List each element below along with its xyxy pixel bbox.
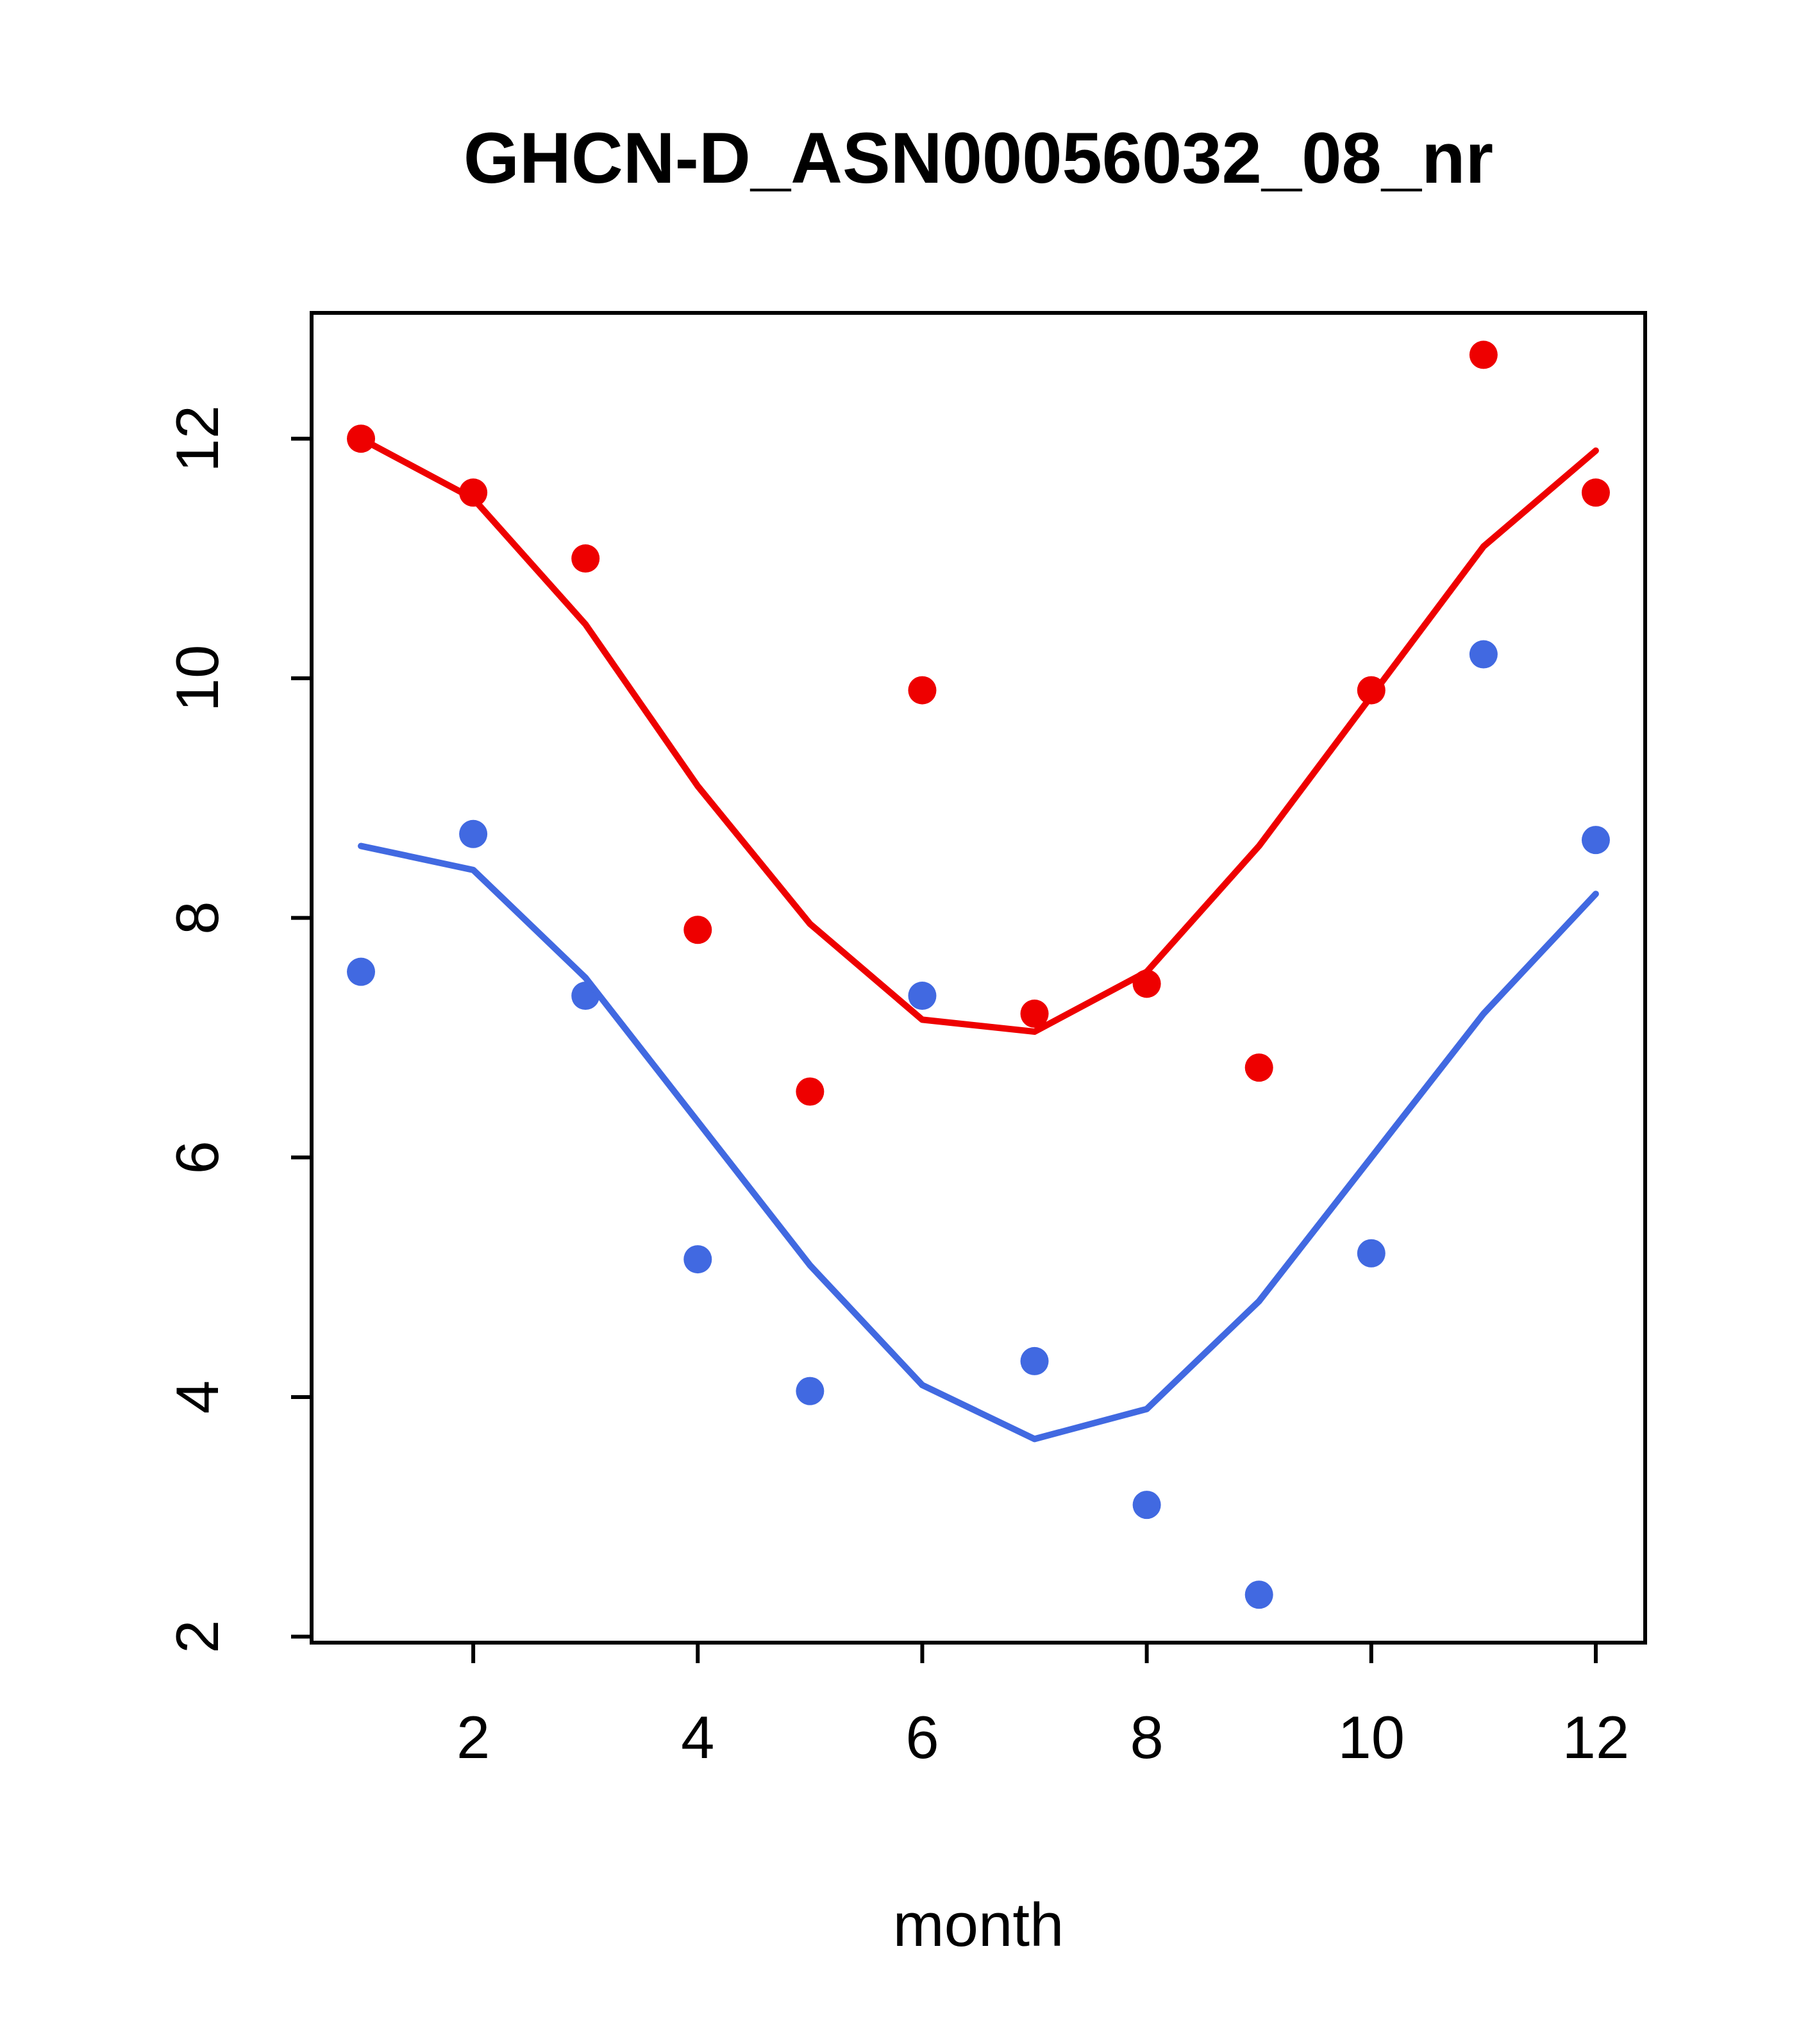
blue-points-marker bbox=[459, 819, 488, 848]
y-tick-label: 2 bbox=[163, 1620, 231, 1654]
x-tick-label: 10 bbox=[1338, 1704, 1405, 1771]
plot-geometry: 2 4 6 8 10 12 2 4 6 8 10 12 bbox=[163, 311, 1647, 1771]
blue-points-marker bbox=[1357, 1239, 1386, 1268]
blue-points-marker bbox=[347, 957, 376, 986]
blue-points-marker bbox=[908, 982, 937, 1010]
blue-points-marker bbox=[1581, 826, 1610, 855]
y-tick-label: 8 bbox=[163, 901, 231, 934]
blue-points-marker bbox=[683, 1245, 712, 1274]
blue-points-marker bbox=[1132, 1491, 1161, 1520]
x-tick-label: 6 bbox=[905, 1704, 939, 1771]
red-points-marker bbox=[908, 676, 937, 705]
y-tick-label: 10 bbox=[163, 645, 231, 712]
red-points-marker bbox=[1244, 1053, 1273, 1082]
red-points-marker bbox=[683, 916, 712, 944]
red-points-marker bbox=[1581, 478, 1610, 507]
y-tick-label: 6 bbox=[163, 1141, 231, 1174]
red-points-marker bbox=[1020, 1000, 1049, 1028]
x-tick-label: 4 bbox=[681, 1704, 714, 1771]
x-tick-label: 8 bbox=[1130, 1704, 1163, 1771]
red-points-marker bbox=[459, 478, 488, 507]
plot-box bbox=[310, 311, 1647, 1645]
x-tick-label: 12 bbox=[1562, 1704, 1630, 1771]
red-points-marker bbox=[796, 1077, 825, 1106]
red-points-marker bbox=[1469, 340, 1498, 369]
chart-title: GHCN-D_ASN00056032_08_nr bbox=[464, 118, 1493, 198]
red-points-marker bbox=[571, 544, 600, 573]
x-tick-label: 2 bbox=[456, 1704, 490, 1771]
blue-points-marker bbox=[1244, 1580, 1273, 1609]
y-tick-label: 12 bbox=[163, 405, 231, 473]
red-trend-line bbox=[358, 435, 1599, 1035]
blue-points-marker bbox=[1469, 640, 1498, 669]
y-tick-label: 4 bbox=[163, 1380, 231, 1414]
blue-points-marker bbox=[796, 1377, 825, 1405]
blue-points-marker bbox=[1020, 1346, 1049, 1375]
x-axis-label: month bbox=[893, 1891, 1064, 1959]
blue-trend-line bbox=[358, 842, 1599, 1443]
